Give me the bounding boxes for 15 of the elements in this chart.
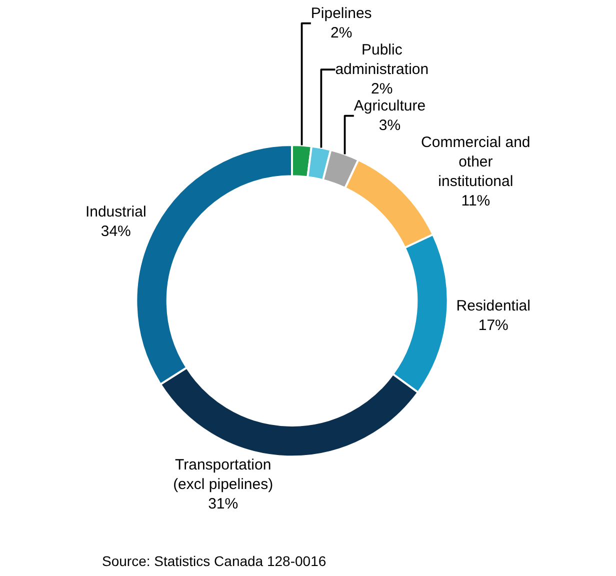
- slice-label: Agriculture: [354, 98, 426, 115]
- slice-label: Industrial: [85, 203, 146, 220]
- slice-label: Residential: [456, 297, 530, 314]
- slice-label: Public administration: [335, 42, 429, 78]
- data-label: 3%: [378, 117, 401, 134]
- slice-label: Pipelines: [310, 5, 372, 22]
- data-label: 34%: [100, 222, 131, 240]
- slice-label: Transportation (excl pipelines): [173, 456, 274, 494]
- data-label: 2%: [330, 24, 352, 42]
- data-label: 2%: [371, 80, 393, 98]
- slice-label: Commercial and other institutional: [421, 134, 530, 190]
- data-label: 17%: [478, 316, 508, 334]
- data-label: 11%: [461, 192, 490, 210]
- data-label: 31%: [208, 496, 238, 513]
- source-note: Source: Statistics Canada 128-0016: [102, 553, 326, 569]
